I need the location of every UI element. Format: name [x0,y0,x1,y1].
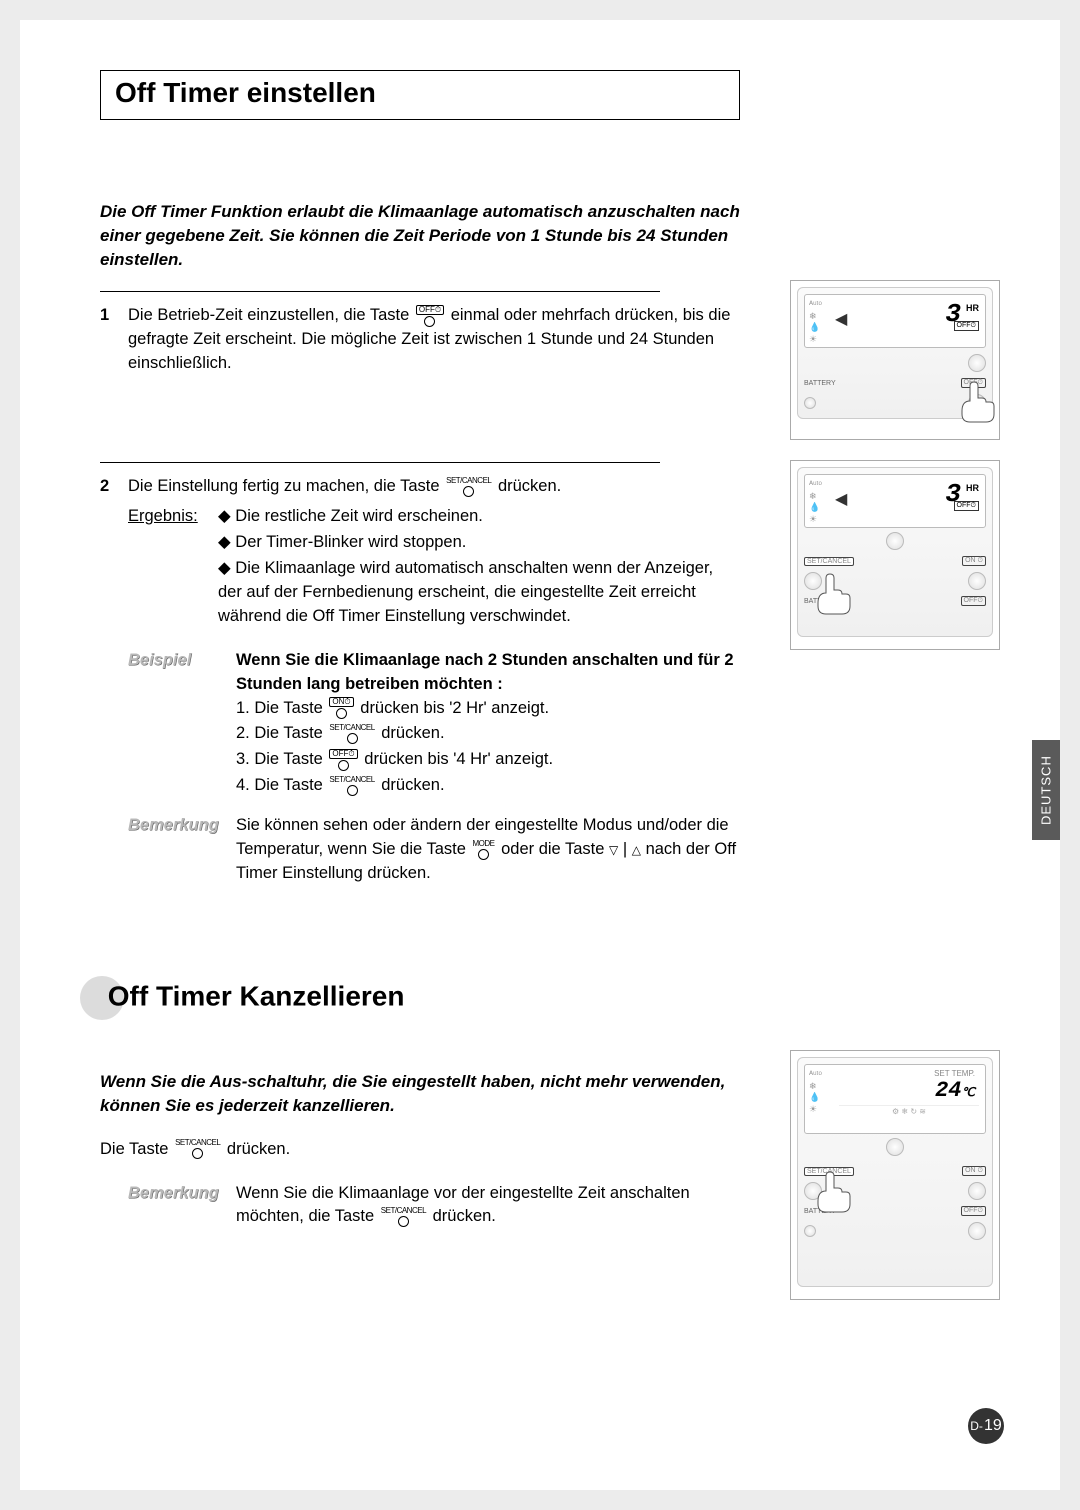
mode-icons: ᴬᵘᵗᵒ❄💧☀ [809,299,822,346]
off-button-icon: OFF⏱ [329,749,357,771]
setcancel-button-label: SET/CANCEL [804,557,854,566]
mode-icons: ᴬᵘᵗᵒ❄💧☀ [809,479,822,526]
result-item: Die restliche Zeit wird erscheinen. [218,505,740,529]
section1-title: Off Timer einstellen [115,77,725,109]
remote-button [804,397,816,409]
temp-display: 24℃ [839,1078,979,1103]
setcancel-button-icon: SET/CANCEL [175,1139,220,1159]
note-label: Bemerkung [128,814,236,886]
step-2-text-b: drücken. [498,477,561,495]
arrow-down-icon: ▽ [609,843,618,857]
on-button-label: ON ⏱ [962,1166,986,1176]
divider [100,291,660,292]
example-block: Beispiel Wenn Sie die Klimaanlage nach 2… [100,649,740,801]
off-button-label: OFF⏱ [961,1206,986,1216]
on-button-icon: ON⏱ [329,697,353,719]
off-indicator: OFF⏱ [954,321,979,331]
battery-label: BATTERY [804,380,836,387]
pointing-hand-icon [808,568,858,618]
example-intro: Wenn Sie die Klimaanlage nach 2 Stunden … [236,649,740,697]
arrow-up-icon: △ [632,843,641,857]
remote-illustration-1: ᴬᵘᵗᵒ❄💧☀ ◀ 3 HR OFF⏱ BATTERY OFF⏱ [790,280,1000,440]
pointing-hand-icon [808,1166,858,1216]
hr-label: HR [966,303,979,313]
result-label: Ergebnis: [128,505,218,631]
remote-screen: ᴬᵘᵗᵒ❄💧☀ ◀ 3 HR OFF⏱ [804,294,986,348]
divider [100,462,660,463]
setcancel-button-icon: SET/CANCEL [329,724,374,744]
remote-button [968,354,986,372]
section2-intro: Wenn Sie die Aus-schaltuhr, die Sie eing… [100,1070,740,1118]
example-step: 4. Die Taste SET/CANCEL drücken. [236,774,740,798]
hr-label: HR [966,483,979,493]
step-1-number: 1 [100,304,128,376]
section1-intro: Die Off Timer Funktion erlaubt die Klima… [100,200,740,271]
result-item: Der Timer-Blinker wird stoppen. [218,531,740,555]
off-button-label: OFF⏱ [961,596,986,606]
page-number: D-19 [968,1408,1004,1444]
off-indicator: OFF⏱ [954,501,979,511]
note-body: Wenn Sie die Klimaanlage vor der eingest… [236,1182,740,1230]
note-body: Sie können sehen oder ändern der eingest… [236,814,740,886]
remote-illustration-3: ᴬᵘᵗᵒ❄💧☀ SET TEMP. 24℃ ⚙ ❄ ↻ ≋ SET/CANCEL… [790,1050,1000,1300]
example-steps: 1. Die Taste ON⏱ drücken bis '2 Hr' anze… [236,697,740,799]
result-item: Die Klimaanlage wird automatisch anschal… [218,557,740,629]
manual-page: Off Timer einstellen Die Off Timer Funkt… [20,20,1060,1490]
setcancel-button-icon: SET/CANCEL [329,776,374,796]
example-body: Wenn Sie die Klimaanlage nach 2 Stunden … [236,649,740,801]
example-step: 3. Die Taste OFF⏱ drücken bis '4 Hr' anz… [236,748,740,772]
note-block-2: Bemerkung Wenn Sie die Klimaanlage vor d… [100,1182,740,1230]
note-block-1: Bemerkung Sie können sehen oder ändern d… [100,814,740,886]
step-2-text-a: Die Einstellung fertig zu machen, die Ta… [128,477,444,495]
section2-title: Off Timer Kanzellieren [108,980,405,1011]
setcancel-button-icon: SET/CANCEL [446,477,491,497]
icon-strip: ⚙ ❄ ↻ ≋ [839,1105,979,1116]
step-1: 1 Die Betrieb-Zeit einzustellen, die Tas… [100,304,740,376]
step-1-text-a: Die Betrieb-Zeit einzustellen, die Taste [128,306,414,324]
language-tab: DEUTSCH [1032,740,1060,840]
result-body: Die restliche Zeit wird erscheinen. Der … [218,505,740,631]
example-label: Beispiel [128,649,236,801]
remote-button [886,1138,904,1156]
section2-title-row: Off Timer Kanzellieren [100,976,1010,1020]
remote-button [968,1182,986,1200]
remote-button [968,572,986,590]
section2-step: Die Taste SET/CANCEL drücken. [100,1138,740,1162]
step-2: 2 Die Einstellung fertig zu machen, die … [100,475,740,499]
example-step: 2. Die Taste SET/CANCEL drücken. [236,722,740,746]
result-list: Die restliche Zeit wird erscheinen. Der … [218,505,740,629]
off-button-icon: OFF⏱ [416,305,444,327]
mode-button-icon: MODE [473,840,495,860]
note-label: Bemerkung [128,1182,236,1230]
pointing-hand-icon [952,376,1002,426]
on-button-label: ON ⏱ [962,556,986,566]
remote-button [968,1222,986,1240]
mode-icons: ᴬᵘᵗᵒ❄💧☀ [809,1069,822,1116]
step-2-body: Die Einstellung fertig zu machen, die Ta… [128,475,740,499]
result-row: Ergebnis: Die restliche Zeit wird ersche… [100,505,740,631]
example-step: 1. Die Taste ON⏱ drücken bis '2 Hr' anze… [236,697,740,721]
remote-screen: ᴬᵘᵗᵒ❄💧☀ ◀ 3 HR OFF⏱ [804,474,986,528]
step-2-number: 2 [100,475,128,499]
setcancel-button-icon: SET/CANCEL [381,1207,426,1227]
step-1-body: Die Betrieb-Zeit einzustellen, die Taste… [128,304,740,376]
remote-illustration-2: ᴬᵘᵗᵒ❄💧☀ ◀ 3 HR OFF⏱ SET/CANCEL ON ⏱ BATT… [790,460,1000,650]
remote-button [804,1225,816,1237]
remote-button [886,532,904,550]
section1-title-box: Off Timer einstellen [100,70,740,120]
left-arrow-icon: ◀ [835,309,847,329]
left-arrow-icon: ◀ [835,489,847,509]
settemp-label: SET TEMP. [839,1069,979,1078]
remote-screen: ᴬᵘᵗᵒ❄💧☀ SET TEMP. 24℃ ⚙ ❄ ↻ ≋ [804,1064,986,1134]
